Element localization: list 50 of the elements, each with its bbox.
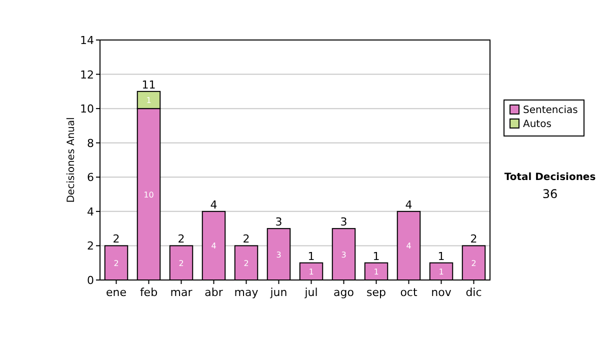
total-label: 11 xyxy=(142,78,156,92)
data-label: 2 xyxy=(178,258,184,268)
x-tick-label: abr xyxy=(204,286,224,299)
y-tick-label: 4 xyxy=(87,205,94,218)
x-tick-label: ago xyxy=(334,286,354,299)
data-label: 1 xyxy=(308,267,314,276)
x-tick-label: jun xyxy=(269,286,288,299)
total-label: 2 xyxy=(242,232,250,246)
data-label: 2 xyxy=(244,258,249,268)
y-tick-label: 12 xyxy=(80,68,94,82)
data-label: 2 xyxy=(114,258,119,268)
y-tick-label: 2 xyxy=(87,240,94,253)
x-tick-label: may xyxy=(234,286,259,299)
text: 36 xyxy=(542,187,558,201)
total-label: 3 xyxy=(340,216,348,229)
x-tick-label: oct xyxy=(400,286,418,299)
x-tick-label: ene xyxy=(106,286,127,299)
total-label: 3 xyxy=(275,216,282,229)
total-label: 2 xyxy=(178,232,185,246)
total-label: 2 xyxy=(470,232,478,246)
x-tick-label: dic xyxy=(466,286,482,299)
total-label: 4 xyxy=(405,198,412,212)
data-label: 4 xyxy=(211,242,216,251)
total-label: 1 xyxy=(372,250,380,263)
x-tick-label: mar xyxy=(170,286,193,299)
legend-label: Autos xyxy=(523,119,552,130)
x-tick-label: sep xyxy=(366,286,386,299)
data-label: 1 xyxy=(374,267,379,276)
x-tick-label: nov xyxy=(431,286,452,299)
data-label: 10 xyxy=(144,190,154,200)
y-tick-label: 14 xyxy=(80,34,94,47)
x-tick-label: jul xyxy=(304,286,318,299)
total-label: 2 xyxy=(112,232,120,246)
text: Total Decisiones xyxy=(504,172,596,183)
legend-label: Sentencias xyxy=(523,105,578,116)
data-label: 1 xyxy=(146,96,152,105)
total-label: 1 xyxy=(438,250,445,263)
y-tick-label: 6 xyxy=(87,171,94,184)
x-tick-label: feb xyxy=(140,286,158,299)
data-label: 3 xyxy=(341,250,346,260)
y-tick-label: 10 xyxy=(80,102,94,116)
data-label: 1 xyxy=(438,267,444,276)
total-label: 4 xyxy=(210,198,218,212)
data-label: 2 xyxy=(471,258,476,268)
y-axis-title: Decisiones Anual xyxy=(66,117,77,203)
y-tick-label: 8 xyxy=(87,136,94,150)
y-tick-label: 0 xyxy=(87,274,94,287)
data-label: 4 xyxy=(406,242,412,251)
total-label: 1 xyxy=(308,250,315,263)
data-label: 3 xyxy=(276,250,282,260)
